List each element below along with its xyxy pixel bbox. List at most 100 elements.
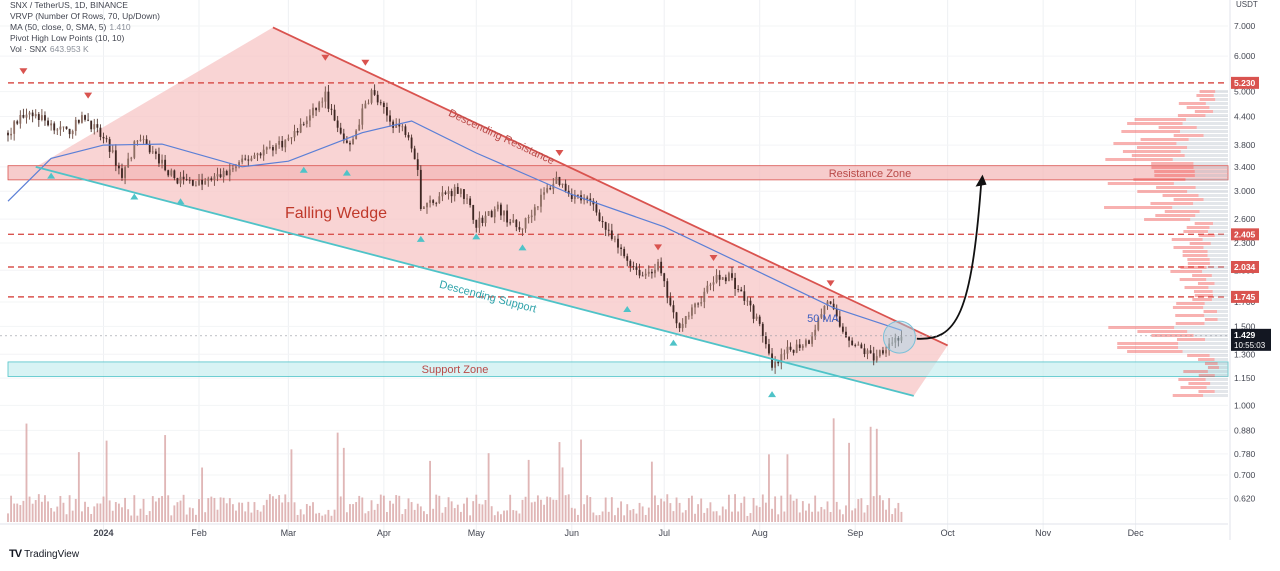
volume-bar <box>506 510 509 522</box>
candle-body <box>564 183 567 191</box>
candle-body <box>712 282 715 285</box>
vp-bar-down <box>1104 206 1173 209</box>
candle-body <box>650 271 653 274</box>
candle-body <box>164 159 167 171</box>
currency-label[interactable]: USDT <box>1236 0 1258 9</box>
candle-body <box>65 126 68 129</box>
price-tick-label: 0.880 <box>1234 425 1256 435</box>
candle-body <box>204 180 207 185</box>
volume-bar <box>789 494 792 522</box>
vp-bar-down <box>1105 158 1173 161</box>
volume-bar <box>7 513 9 522</box>
volume-bar <box>142 498 145 522</box>
pivot-high-marker <box>361 59 370 66</box>
legend-ma[interactable]: MA (50, close, 0, SMA, 5) 1.410 <box>10 22 160 33</box>
volume-bar <box>416 503 419 522</box>
candle-body <box>703 291 706 303</box>
volume-bar <box>727 494 730 522</box>
candle-body <box>173 170 176 179</box>
candle-body <box>127 158 130 168</box>
volume-bar <box>40 501 43 522</box>
volume-bar <box>358 495 361 522</box>
volume-bar <box>386 511 388 522</box>
vp-bar-up <box>1180 150 1228 153</box>
pivot-low-marker <box>768 391 777 398</box>
zone-band <box>7 165 1229 181</box>
volume-bar <box>472 501 475 522</box>
volume-bar <box>195 514 197 522</box>
candle-body <box>610 230 613 239</box>
vp-bar-up <box>1217 310 1228 313</box>
legend-symbol[interactable]: SNX / TetherUS, 1D, BINANCE <box>10 0 128 10</box>
candle-body <box>475 219 478 228</box>
time-tick-label: Sep <box>847 528 863 538</box>
legend-vrvp[interactable]: VRVP (Number Of Rows, 70, Up/Down) <box>10 11 160 21</box>
vp-bar-down <box>1187 354 1210 357</box>
candle-body <box>801 345 804 348</box>
candle-body <box>429 200 431 203</box>
volume-bar <box>370 500 373 522</box>
candle-body <box>820 314 823 318</box>
candle-body <box>376 94 379 103</box>
volume-bar <box>62 502 65 522</box>
candle-body <box>13 121 16 134</box>
zones: Resistance Zone Support Zone <box>7 165 1229 377</box>
support-line <box>35 165 914 397</box>
volume-bar <box>296 514 299 522</box>
volume-bar <box>133 495 136 522</box>
candle-body <box>718 274 721 280</box>
vp-bar-up <box>1195 186 1228 189</box>
volume-bar <box>429 460 431 522</box>
candle-body <box>114 150 117 166</box>
candle-body <box>478 217 481 228</box>
level-price-badge <box>1231 228 1259 241</box>
candle-body <box>74 119 77 131</box>
candle-body <box>521 228 524 230</box>
candle-body <box>894 337 897 343</box>
vp-bar-up <box>1210 382 1228 385</box>
candle-body <box>312 107 314 116</box>
tradingview-brand[interactable]: TV TradingView <box>9 548 79 560</box>
price-tick-label: 1.150 <box>1234 373 1256 383</box>
volume-bar <box>59 495 62 522</box>
volume-bar <box>675 497 678 522</box>
volume-bar <box>515 510 518 522</box>
legend-volume[interactable]: Vol · SNX 643.953 K <box>10 44 160 55</box>
volume-bar <box>706 508 709 522</box>
volume-bar <box>672 511 675 522</box>
volume-bar <box>74 498 77 522</box>
volume-bar <box>875 428 878 522</box>
volume-bar <box>872 496 875 522</box>
volume-bars <box>7 418 903 522</box>
volume-bar <box>444 507 447 522</box>
vp-bar-down <box>1186 226 1210 229</box>
vp-bar-up <box>1204 302 1228 305</box>
candle-body <box>105 138 108 140</box>
volume-bar <box>395 495 398 522</box>
volume-bar <box>361 497 364 522</box>
vp-bar-up <box>1211 274 1228 277</box>
candle-body <box>540 194 542 207</box>
legend-pivot[interactable]: Pivot High Low Points (10, 10) <box>10 33 125 43</box>
volume-bar <box>81 511 83 522</box>
volume-bar <box>764 502 767 522</box>
candle-body <box>758 316 761 324</box>
vp-bar-down <box>1172 394 1204 397</box>
volume-bar <box>549 497 552 522</box>
volume-bar <box>99 503 102 522</box>
time-tick-label: Feb <box>191 528 207 538</box>
vp-bar-up <box>1185 178 1228 181</box>
volume-bar <box>860 498 863 522</box>
volume-bar <box>746 515 749 522</box>
candle-body <box>604 222 607 230</box>
candle-body <box>734 277 736 289</box>
candle-body <box>749 300 752 306</box>
volume-bar <box>737 511 740 522</box>
volume-bar <box>817 511 820 522</box>
vp-bar-down <box>1151 334 1194 337</box>
candle-body <box>832 303 835 310</box>
volume-bar <box>731 511 733 522</box>
volume-bar <box>533 501 536 522</box>
volume-bar <box>641 506 644 522</box>
